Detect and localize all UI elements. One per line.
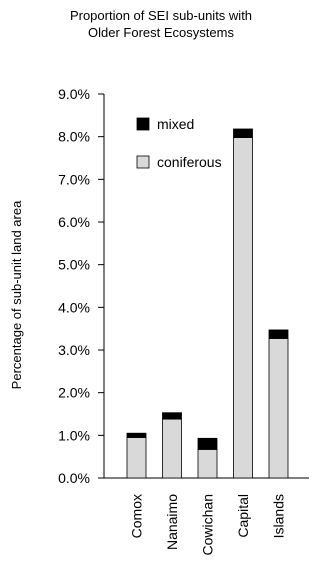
y-axis-label: Percentage of sub-unit land area (9, 200, 24, 389)
bar-coniferous-capital (233, 137, 253, 479)
y-tick-label: 7.0% (58, 171, 90, 187)
x-tick-label: Nanaimo (164, 494, 180, 550)
chart-title-line-2: Older Forest Ecosystems (88, 25, 234, 40)
x-tick-label: Cowichan (200, 494, 216, 555)
bar-mixed-nanaimo (162, 412, 182, 420)
chart-title-line-1: Proportion of SEI sub-units with (70, 8, 252, 23)
legend-swatch-coniferous (136, 155, 150, 169)
y-tick-label: 2.0% (58, 385, 90, 401)
x-tick-label: Capital (235, 494, 251, 538)
y-tick-label: 1.0% (58, 427, 90, 443)
bar-coniferous-comox (126, 437, 147, 479)
y-tick-label: 4.0% (58, 299, 90, 315)
bar-coniferous-nanaimo (162, 418, 182, 479)
x-tick-label: Islands (271, 494, 287, 538)
y-tick-label: 8.0% (58, 129, 90, 145)
bar-mixed-cowichan (197, 437, 218, 450)
y-tick-label: 5.0% (58, 257, 90, 273)
legend-label-coniferous: coniferous (157, 154, 222, 170)
bar-mixed-islands (268, 329, 289, 339)
legend-swatch-mixed (136, 117, 150, 131)
y-tick-label: 6.0% (58, 214, 90, 230)
bar-mixed-comox (126, 432, 147, 438)
bar-coniferous-islands (268, 338, 289, 479)
y-tick-label: 9.0% (58, 86, 90, 102)
bar-coniferous-cowichan (197, 449, 218, 479)
y-tick-label: 0.0% (58, 470, 90, 486)
bar-mixed-capital (233, 128, 253, 138)
legend-label-mixed: mixed (157, 116, 194, 132)
plot-area: 0.0% 1.0% 2.0% 3.0% 4.0% 5.0% 6.0% 7.0% 8.0% 9.0%… (58, 86, 309, 555)
y-tick-label: 3.0% (58, 342, 90, 358)
x-tick-label: Comox (129, 494, 145, 538)
